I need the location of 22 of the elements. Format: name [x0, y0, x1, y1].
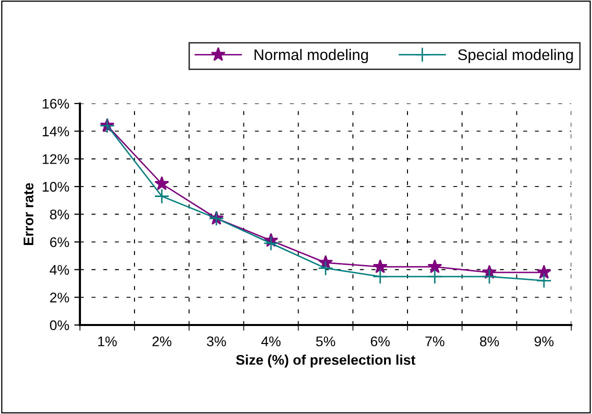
- legend-label: Special modeling: [458, 48, 573, 64]
- y-axis-title: Error rate: [24, 183, 34, 245]
- x-tick-label: 2%: [152, 336, 172, 346]
- x-tick-label: 5%: [316, 336, 336, 346]
- y-tick-label: 2%: [50, 292, 70, 302]
- x-tick-label: 4%: [261, 336, 281, 346]
- legend-label: Normal modeling: [254, 48, 368, 64]
- y-tick-label: 4%: [50, 265, 70, 275]
- x-tick-label: 8%: [480, 336, 499, 346]
- y-tick-label: 0%: [50, 320, 70, 330]
- y-tick-label: 6%: [50, 237, 70, 248]
- x-tick-label: 7%: [425, 336, 444, 346]
- x-tick-label: 6%: [370, 336, 390, 346]
- x-axis-title: Size (%) of preselection list: [236, 354, 416, 368]
- x-tick-label: 1%: [98, 336, 117, 346]
- y-tick-label: 16%: [42, 98, 70, 109]
- y-tick-label: 10%: [42, 182, 70, 192]
- x-tick-label: 9%: [534, 336, 554, 346]
- y-tick-label: 8%: [50, 210, 70, 220]
- y-tick-label: 12%: [42, 154, 70, 164]
- y-tick-label: 14%: [42, 126, 70, 136]
- x-tick-label: 3%: [206, 336, 226, 346]
